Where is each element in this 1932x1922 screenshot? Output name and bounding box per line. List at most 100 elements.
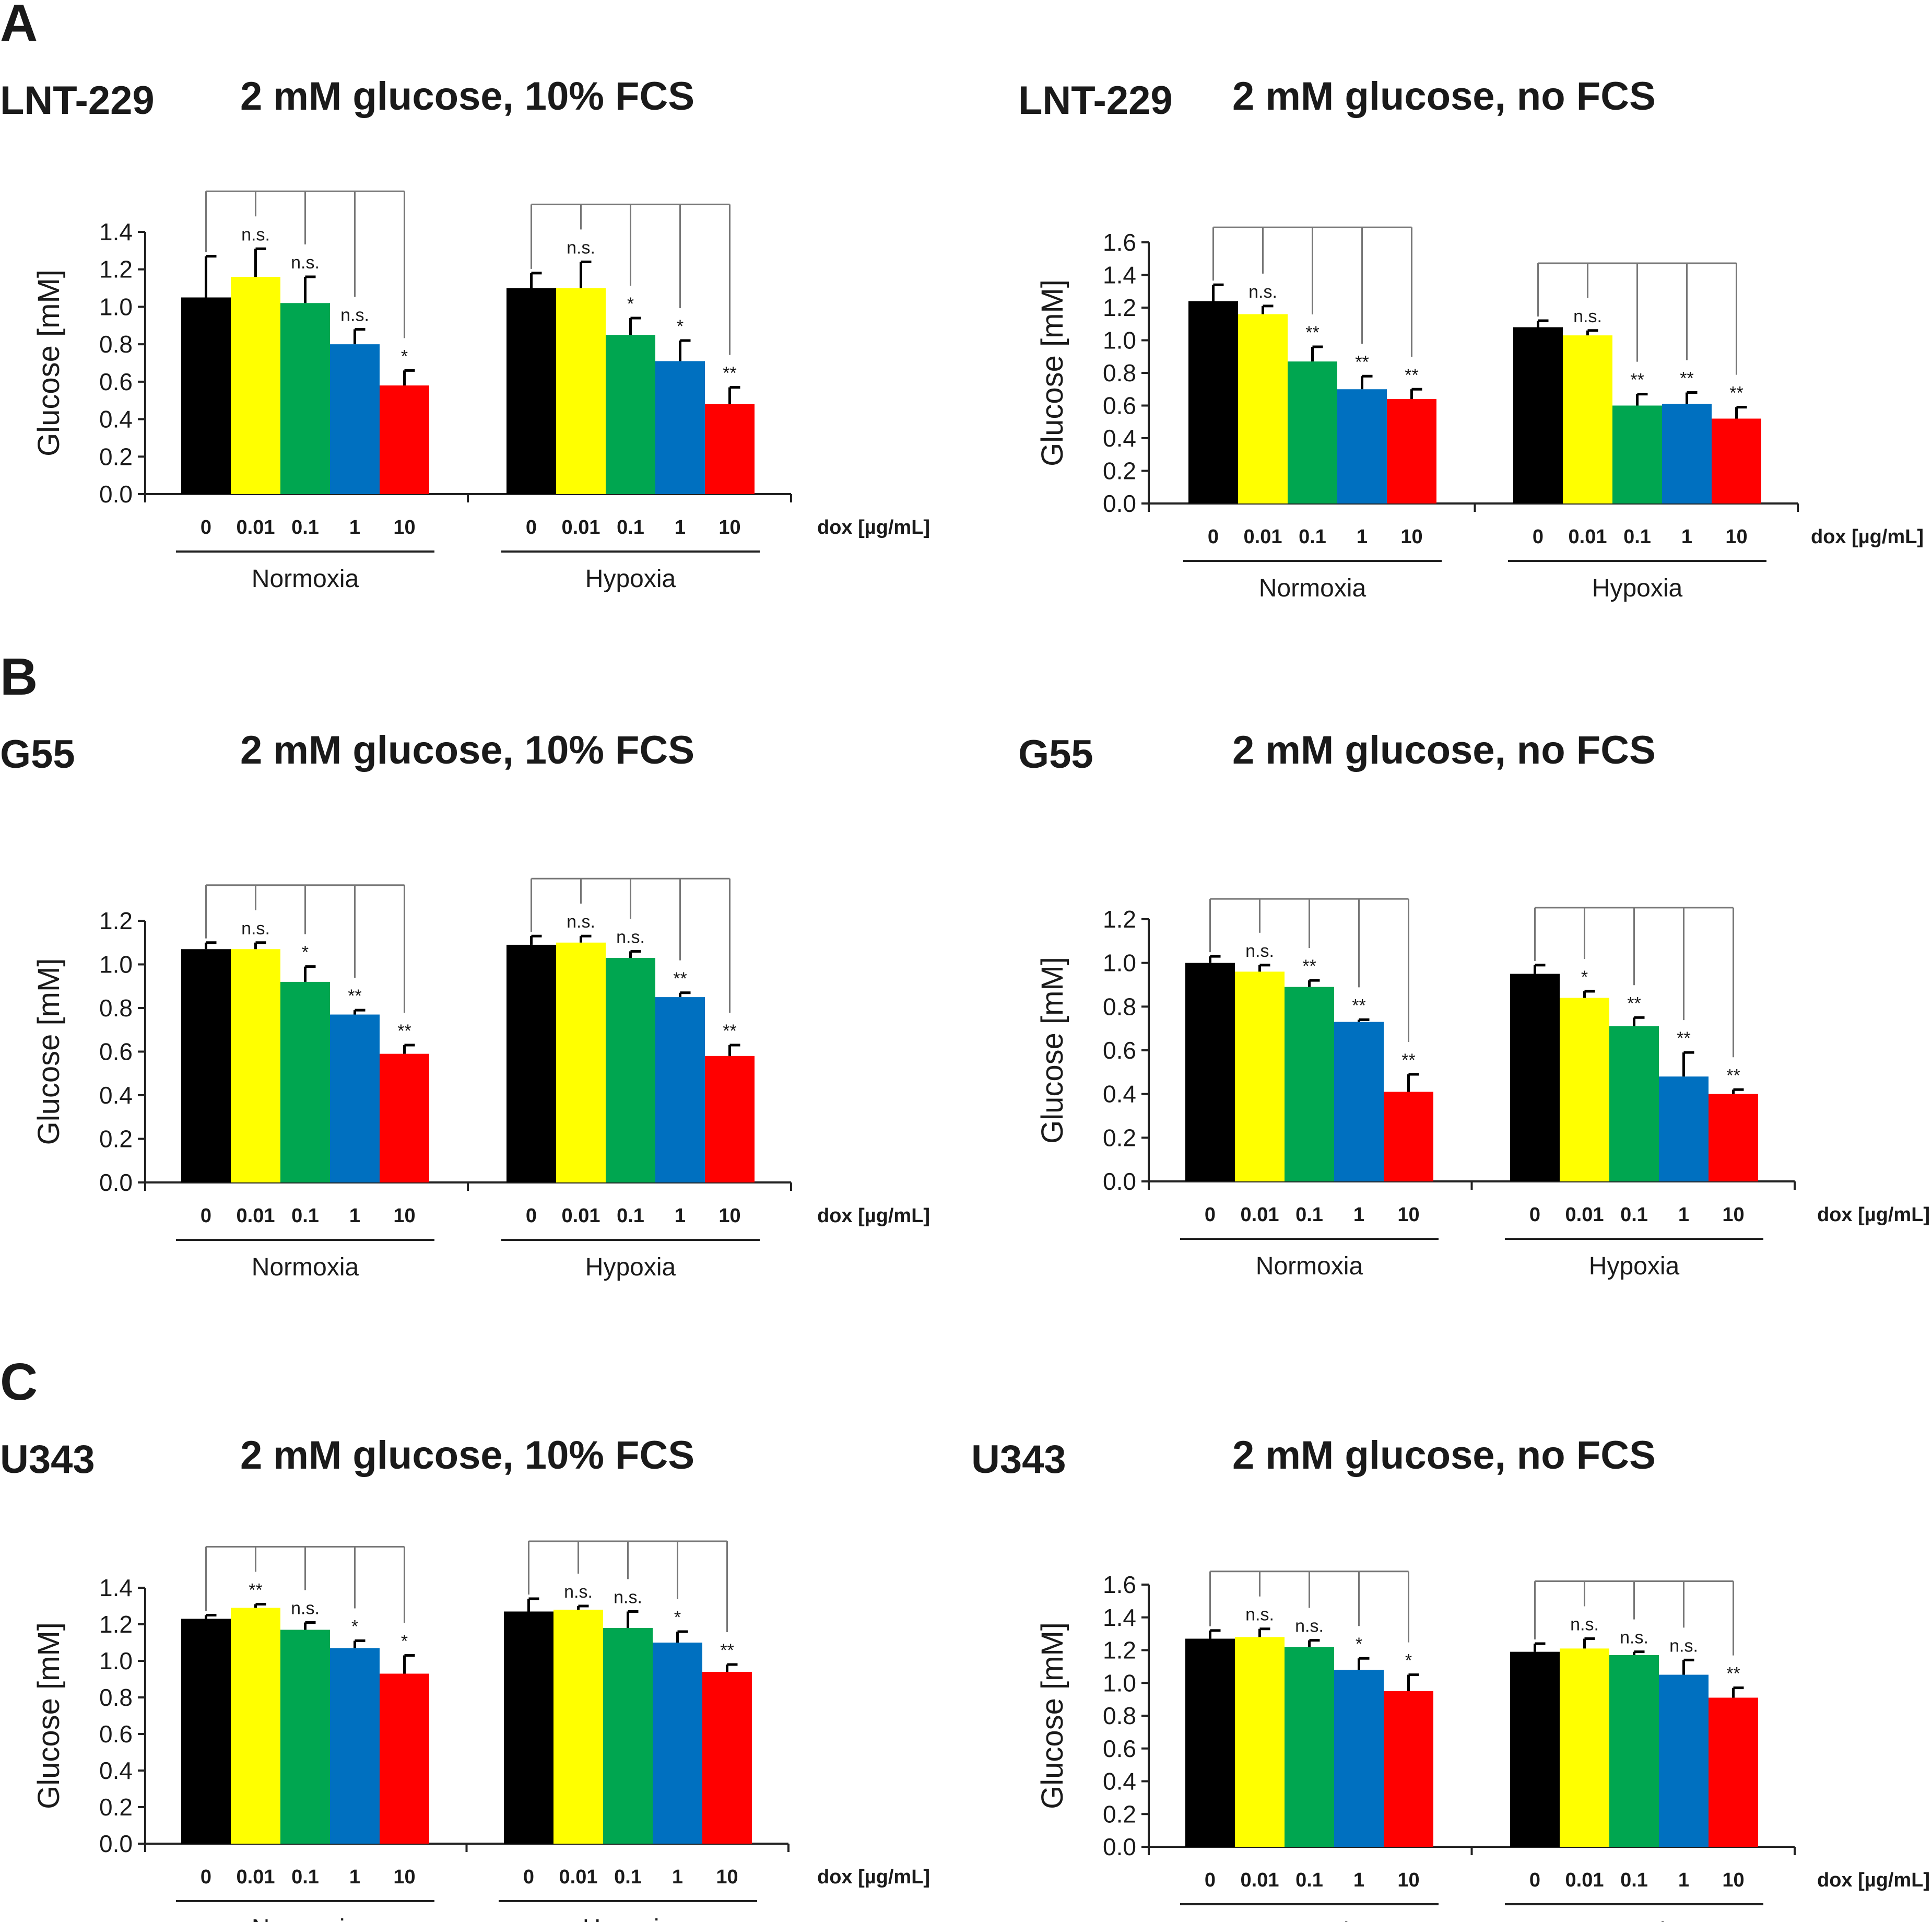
y-tick-label: 0.0	[99, 480, 133, 508]
panel-letter-b: B	[0, 648, 38, 706]
dox-unit-label: dox [µg/mL]	[817, 1205, 930, 1227]
y-tick-label: 1.6	[1103, 1571, 1136, 1598]
panel-letter-a: A	[0, 0, 38, 52]
chart-lnt229-10pct-fcs: 0.0 0.2 0.4 0.6 0.8 1.0 1.2 1.4 Glucose [mM] dox …	[32, 190, 930, 593]
significance-label: **	[1680, 369, 1693, 389]
y-tick-label: 1.6	[1103, 229, 1136, 256]
x-tick-label: 10	[393, 1205, 415, 1227]
y-tick-label: 0.8	[99, 331, 133, 358]
group-label: Hypoxia	[585, 565, 676, 593]
bar	[1285, 1647, 1334, 1847]
y-tick-label: 0.0	[99, 1830, 133, 1857]
y-tick-label: 0.6	[1103, 1037, 1136, 1064]
x-tick-label: 0.1	[291, 517, 319, 538]
significance-label: **	[1726, 1664, 1740, 1684]
significance-label: n.s.	[291, 1599, 320, 1619]
y-tick-label: 1.0	[1103, 1669, 1136, 1696]
y-tick-label: 0.0	[1103, 1168, 1136, 1195]
y-tick-label: 0.8	[1103, 993, 1136, 1020]
bar	[1387, 399, 1436, 503]
x-tick-label: 0	[1533, 526, 1544, 548]
significance-label: **	[723, 1021, 736, 1041]
bar	[1659, 1076, 1709, 1181]
y-tick-label: 0.4	[1103, 425, 1136, 452]
x-tick-label: 10	[716, 1866, 738, 1888]
significance-label: **	[723, 364, 736, 383]
significance-label: n.s.	[567, 238, 595, 257]
bar	[231, 1608, 280, 1844]
significance-label: *	[1405, 1651, 1412, 1671]
x-tick-label: 1	[349, 1866, 360, 1888]
chart-title: 2 mM glucose, no FCS	[1232, 74, 1656, 119]
cell-line-label: U343	[0, 1437, 95, 1482]
chart-u343-10pct-fcs: 0.0 0.2 0.4 0.6 0.8 1.0 1.2 1.4 Glucose [mM] dox …	[32, 1540, 930, 1922]
x-tick-label: 0	[201, 1205, 211, 1227]
significance-label: *	[1581, 967, 1588, 987]
significance-label: n.s.	[241, 225, 270, 244]
bar	[1185, 1638, 1235, 1847]
significance-label: n.s.	[1570, 1615, 1599, 1635]
significance-label: n.s.	[1248, 282, 1277, 302]
significance-label: *	[401, 1632, 408, 1651]
chart-title: 2 mM glucose, 10% FCS	[240, 1433, 694, 1478]
group-label: Hypoxia	[585, 1253, 676, 1281]
y-tick-label: 0.6	[1103, 1735, 1136, 1762]
x-tick-label: 0.1	[291, 1866, 319, 1888]
group-label: Hypoxia	[583, 1915, 674, 1922]
bar	[504, 1611, 553, 1844]
significance-label: **	[249, 1580, 262, 1600]
group-label: Normoxia	[1256, 1918, 1363, 1922]
y-tick-label: 0.4	[99, 406, 133, 433]
significance-label: **	[673, 969, 687, 989]
group-label: Hypoxia	[1589, 1918, 1680, 1922]
dox-unit-label: dox [µg/mL]	[817, 1866, 930, 1888]
bar	[653, 1643, 702, 1844]
x-tick-label: 10	[718, 1205, 740, 1227]
x-tick-label: 0.01	[1569, 526, 1607, 548]
bar	[1334, 1022, 1384, 1181]
bar	[380, 1053, 429, 1182]
bar	[705, 404, 755, 494]
significance-label: n.s.	[1573, 307, 1602, 326]
bar	[556, 942, 606, 1182]
x-tick-label: 0.01	[1241, 1869, 1279, 1891]
x-tick-label: 0.1	[1623, 526, 1651, 548]
bar	[1188, 301, 1238, 503]
y-tick-label: 0.4	[99, 1082, 133, 1109]
y-tick-label: 0.2	[1103, 1800, 1136, 1827]
y-tick-label: 1.0	[99, 293, 133, 320]
y-tick-label: 1.2	[99, 1611, 133, 1638]
y-axis-label: Glucose [mM]	[1035, 957, 1069, 1144]
significance-label: n.s.	[1669, 1636, 1698, 1656]
significance-label: n.s.	[616, 927, 645, 947]
y-tick-label: 0.8	[1103, 359, 1136, 386]
bar	[1560, 998, 1609, 1181]
x-tick-label: 0	[201, 1866, 211, 1888]
significance-label: n.s.	[1620, 1628, 1648, 1648]
x-tick-label: 0.01	[1565, 1869, 1604, 1891]
bar	[606, 957, 655, 1182]
y-tick-label: 1.0	[1103, 950, 1136, 977]
x-tick-label: 0.01	[237, 1205, 275, 1227]
bar	[702, 1672, 752, 1844]
dox-unit-label: dox [µg/mL]	[817, 517, 930, 538]
bar	[1384, 1092, 1433, 1181]
group-label: Hypoxia	[1592, 575, 1683, 602]
bar	[280, 303, 330, 494]
y-tick-label: 0.0	[1103, 1833, 1136, 1860]
y-tick-label: 0.8	[99, 1684, 133, 1711]
y-axis-label: Glucose [mM]	[32, 1622, 66, 1809]
chart-lnt229-no-fcs: 0.0 0.2 0.4 0.6 0.8 1.0 1.2 1.4 1.6 Glucose [mM] d…	[1035, 226, 1924, 602]
bar	[1513, 327, 1563, 503]
significance-label: n.s.	[1295, 1616, 1324, 1636]
significance-label: *	[302, 943, 309, 963]
y-axis-label: Glucose [mM]	[32, 269, 66, 456]
chart-title: 2 mM glucose, no FCS	[1232, 1433, 1656, 1478]
cell-line-label: G55	[1018, 732, 1093, 777]
bar	[1709, 1697, 1758, 1847]
cell-line-label: G55	[0, 732, 75, 777]
y-tick-label: 0.2	[99, 1794, 133, 1821]
significance-label: **	[720, 1640, 734, 1660]
significance-label: n.s.	[567, 912, 595, 932]
x-tick-label: 0.01	[1565, 1204, 1604, 1226]
